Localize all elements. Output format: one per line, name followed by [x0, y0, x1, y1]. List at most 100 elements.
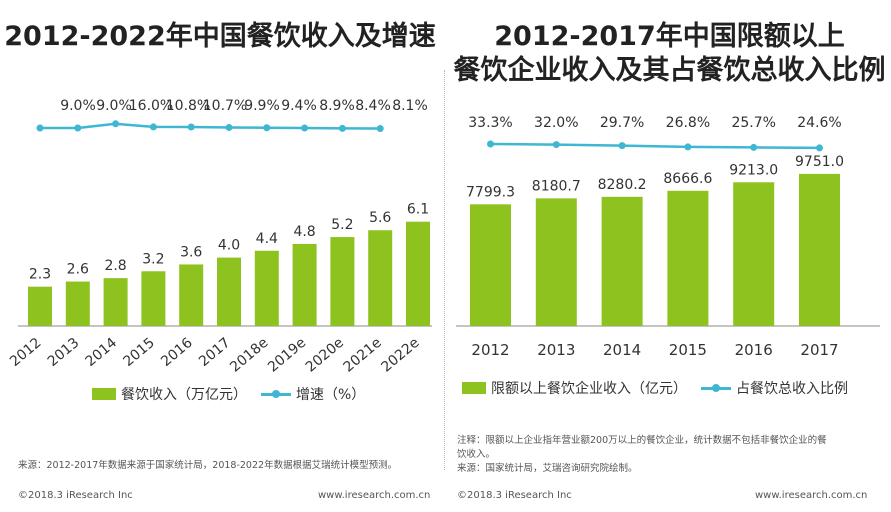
x-tick-label: 2017 — [800, 341, 838, 359]
bar-value-label: 2.6 — [67, 262, 89, 278]
right-chart-plot: 7799.3 2012 8180.7 2013 8280.2 2014 8666.6 2015… — [456, 115, 880, 359]
x-tick-label: 2020e — [303, 335, 347, 376]
bar — [217, 257, 241, 326]
growth-point — [112, 120, 120, 128]
legend-line-label: 占餐饮总收入比例 — [736, 381, 848, 397]
growth-value-label: 8.9% — [319, 98, 355, 114]
legend-bar-swatch — [92, 388, 116, 400]
ratio-point — [487, 140, 494, 148]
x-tick-label: 2012 — [471, 341, 509, 359]
legend-bar-label: 限额以上餐饮企业收入（亿元） — [491, 381, 687, 397]
bar-value-label: 2.3 — [29, 267, 51, 283]
bar-value-label: 8180.7 — [532, 178, 581, 194]
growth-point — [376, 125, 384, 133]
ratio-value-label: 24.6% — [797, 115, 841, 131]
bar — [103, 278, 128, 326]
bar-value-label: 9213.0 — [729, 162, 778, 178]
legend-line-swatch — [261, 388, 291, 400]
ratio-point — [618, 142, 626, 150]
x-tick-label: 2015 — [669, 341, 707, 359]
ratio-value-label: 26.8% — [666, 115, 710, 131]
growth-value-label: 9.9% — [244, 98, 280, 114]
bar-value-label: 5.2 — [331, 217, 353, 233]
right-footer-url: www.iresearch.com.cn — [755, 490, 868, 501]
x-tick-label: 2021e — [341, 335, 385, 376]
bar-value-label: 5.6 — [369, 210, 391, 226]
bar — [65, 281, 90, 326]
bar-value-label: 3.6 — [180, 244, 202, 260]
right-note-line1: 注释：限额以上企业指年营业额200万以上的餐饮企业，统计数据不包括非餐饮企业的餐 — [457, 435, 827, 446]
growth-value-label: 10.8% — [166, 98, 210, 114]
x-tick-label: 2012 — [7, 335, 45, 370]
right-note: 注释：限额以上企业指年营业额200万以上的餐饮企业，统计数据不包括非餐饮企业的餐… — [457, 434, 887, 476]
ratio-point — [552, 141, 560, 149]
bar-value-label: 6.1 — [407, 202, 429, 218]
right-note-line2: 饮收入。 — [457, 449, 496, 460]
panel-divider — [444, 70, 445, 470]
bar-value-label: 2.8 — [104, 258, 126, 274]
bar-value-label: 3.2 — [142, 251, 164, 267]
legend-line-label: 增速（%） — [296, 387, 366, 403]
bar-value-label: 9751.0 — [795, 154, 844, 170]
x-tick-label: 2013 — [537, 341, 575, 359]
left-source-note: 来源：2012-2017年数据来源于国家统计局，2018-2022年数据根据艾瑞… — [18, 460, 398, 471]
left-chart-panel: 2012-2022年中国餐饮收入及增速 2.3 2012 2.6 2013 2.8 201… — [0, 0, 440, 512]
x-tick-label: 2013 — [45, 335, 83, 370]
growth-point — [36, 124, 44, 132]
right-footer-copyright: ©2018.3 iResearch Inc — [457, 490, 572, 501]
bar — [28, 286, 52, 326]
right-chart-title-line1: 2012-2017年中国限额以上 — [494, 21, 845, 52]
ratio-line — [490, 142, 820, 150]
growth-line — [40, 122, 381, 130]
growth-point — [225, 123, 233, 131]
bar — [141, 271, 166, 326]
growth-point — [263, 124, 271, 132]
right-chart-title-line2: 餐饮企业收入及其占餐饮总收入比例 — [453, 55, 886, 86]
left-footer-copyright: ©2018.3 iResearch Inc — [18, 490, 133, 501]
growth-value-label: 8.4% — [355, 98, 391, 114]
bar-value-label: 8280.2 — [598, 177, 647, 193]
growth-point — [301, 124, 309, 132]
left-footer-url: www.iresearch.com.cn — [318, 490, 431, 501]
bar-value-label: 4.0 — [218, 238, 240, 254]
right-note-line3: 来源：国家统计局，艾瑞咨询研究院绘制。 — [457, 463, 638, 474]
bar-value-label: 8666.6 — [663, 171, 712, 187]
bar — [254, 250, 279, 326]
bar — [535, 198, 577, 326]
ratio-point — [816, 144, 823, 152]
bar — [406, 221, 430, 326]
x-tick-label: 2014 — [83, 335, 121, 370]
bar — [601, 196, 643, 326]
bar-value-label: 4.4 — [256, 231, 278, 247]
x-tick-label: 2014 — [603, 341, 641, 359]
growth-point — [149, 123, 157, 131]
x-tick-label: 2019e — [265, 335, 309, 376]
left-chart-plot: 2.3 2012 2.6 2013 2.8 2014 3.2 2015 3.6 2016 4.0 20… — [7, 98, 432, 376]
growth-point — [187, 123, 195, 131]
growth-point — [74, 124, 82, 132]
legend-bar-label: 餐饮收入（万亿元） — [121, 387, 247, 403]
growth-value-label: 9.4% — [281, 98, 317, 114]
bar — [330, 237, 355, 326]
growth-value-label: 9.0% — [96, 98, 132, 114]
x-tick-label: 2018e — [227, 335, 271, 376]
growth-value-label: 16.0% — [129, 98, 173, 114]
right-legend: 限额以上餐饮企业收入（亿元） 占餐饮总收入比例 — [462, 378, 848, 398]
left-legend: 餐饮收入（万亿元） 增速（%） — [92, 384, 365, 404]
right-chart-panel: 2012-2017年中国限额以上 餐饮企业收入及其占餐饮总收入比例 7799.3… — [448, 0, 891, 512]
legend-line-swatch — [701, 382, 731, 394]
bar — [667, 190, 709, 326]
growth-value-label: 9.0% — [60, 98, 96, 114]
ratio-value-label: 32.0% — [534, 115, 578, 131]
bar — [799, 173, 840, 326]
growth-point — [338, 124, 346, 132]
x-tick-label: 2016 — [735, 341, 773, 359]
bar — [368, 230, 393, 326]
x-tick-label: 2015 — [120, 335, 158, 370]
ratio-value-label: 29.7% — [600, 115, 644, 131]
bar — [292, 243, 317, 326]
ratio-point — [750, 143, 758, 151]
bar — [733, 182, 775, 326]
x-tick-label: 2022e — [378, 335, 422, 376]
x-tick-label: 2016 — [158, 335, 196, 370]
